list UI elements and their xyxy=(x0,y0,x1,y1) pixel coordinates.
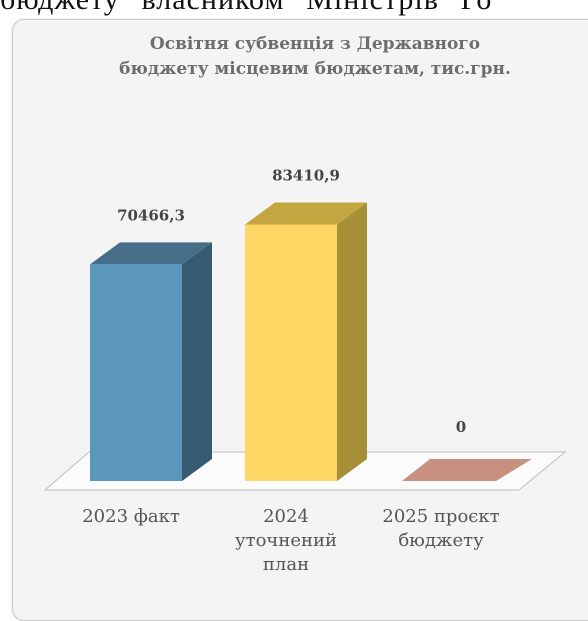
bar-side-1 xyxy=(337,202,367,482)
bar-flat-2 xyxy=(402,459,532,481)
bar-top-1 xyxy=(245,202,367,225)
value-label-1: 83410,9 xyxy=(272,167,340,185)
category-label-1: 2024 уточнений план xyxy=(235,506,337,575)
value-label-2: 0 xyxy=(456,418,466,436)
category-label-0: 2023 факт xyxy=(82,506,180,527)
value-label-0: 70466,3 xyxy=(117,206,185,224)
chart-card: Освітня субвенція з Державного бюджету м… xyxy=(12,19,588,621)
chart-title-line-2: бюджету місцевим бюджетам, тис.грн. xyxy=(119,59,511,79)
category-label-2: 2025 проєкт бюджету xyxy=(382,506,500,551)
chart-title-line-1: Освітня субвенція з Державного xyxy=(149,34,481,54)
chart-title: Освітня субвенція з Державного бюджету м… xyxy=(35,32,588,82)
bar-chart: 70466,3 83410,9 0 xyxy=(43,167,567,491)
bar-front-1 xyxy=(245,224,337,482)
page-top-text: бюджету "власником" Міністрів "Го xyxy=(0,0,588,23)
bar-side-0 xyxy=(182,242,212,481)
bar-top-0 xyxy=(90,242,212,265)
bar-front-0 xyxy=(90,264,182,481)
